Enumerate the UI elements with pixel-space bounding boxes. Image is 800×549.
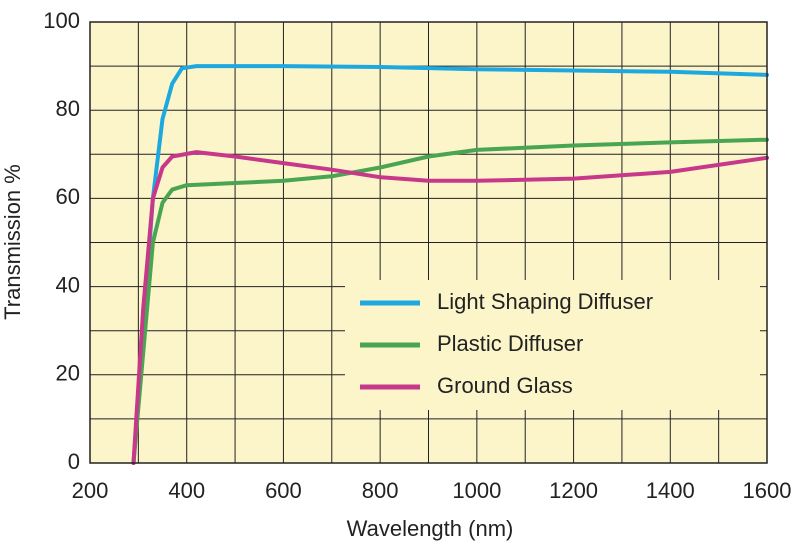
y-tick-label: 40 bbox=[56, 272, 80, 297]
legend-label: Ground Glass bbox=[437, 373, 573, 398]
y-tick-label: 100 bbox=[43, 8, 80, 33]
lines bbox=[131, 64, 769, 465]
x-tick-label: 1200 bbox=[549, 478, 598, 503]
x-tick-label: 1600 bbox=[743, 478, 792, 503]
x-tick-label: 200 bbox=[72, 478, 109, 503]
legend-label: Plastic Diffuser bbox=[437, 331, 583, 356]
y-tick-label: 0 bbox=[68, 449, 80, 474]
y-axis-label: Transmission % bbox=[0, 164, 25, 320]
legend: Light Shaping Diffuser Plastic Diffuser Gr… bbox=[345, 280, 760, 410]
plot-frame bbox=[89, 21, 768, 464]
x-tick-label: 1000 bbox=[452, 478, 501, 503]
y-tick-label: 20 bbox=[56, 361, 80, 386]
series-line bbox=[131, 150, 769, 465]
x-tick-label: 400 bbox=[168, 478, 205, 503]
x-axis-label: Wavelength (nm) bbox=[347, 516, 514, 541]
x-tick-label: 1400 bbox=[646, 478, 695, 503]
legend-label: Light Shaping Diffuser bbox=[437, 289, 653, 314]
y-tick-label: 60 bbox=[56, 184, 80, 209]
y-tick-label: 80 bbox=[56, 96, 80, 121]
x-tick-label: 600 bbox=[265, 478, 302, 503]
x-tick-label: 800 bbox=[362, 478, 399, 503]
series-line bbox=[131, 137, 769, 465]
